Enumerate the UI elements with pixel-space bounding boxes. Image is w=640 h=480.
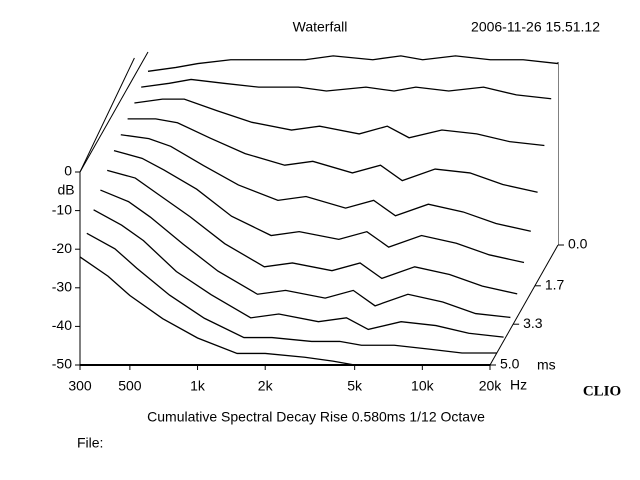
y-tick-label: -40 xyxy=(52,317,72,333)
x-tick-label: 10k xyxy=(411,378,435,394)
x-tick-label: 5k xyxy=(347,378,363,394)
x-unit: Hz xyxy=(510,377,527,393)
y-tick-label: -30 xyxy=(52,279,72,295)
y-axis-label: dB xyxy=(57,182,74,198)
y-tick-label: 0 xyxy=(64,163,72,179)
x-tick-label: 2k xyxy=(258,378,274,394)
decay-curve xyxy=(147,55,559,72)
decay-curve xyxy=(141,78,552,100)
t-unit: ms xyxy=(537,357,556,373)
decay-curve xyxy=(93,209,504,338)
file-label: File: xyxy=(77,435,103,451)
decay-curve xyxy=(86,232,497,354)
t-tick-label: 0.0 xyxy=(568,236,588,252)
frame xyxy=(79,51,149,173)
decay-curve xyxy=(134,98,545,147)
t-tick-label: 5.0 xyxy=(500,356,520,372)
subtitle: Cumulative Spectral Decay Rise 0.580ms 1… xyxy=(147,409,485,425)
decay-curve xyxy=(107,169,518,295)
left-edge xyxy=(79,57,135,173)
x-tick-label: 300 xyxy=(68,378,92,394)
decay-curve xyxy=(113,149,525,264)
t-axis xyxy=(489,244,559,366)
slice-fill xyxy=(93,209,504,341)
x-tick-label: 1k xyxy=(190,378,206,394)
decay-curve xyxy=(120,134,531,232)
decay-curve xyxy=(127,118,538,193)
x-tick-label: 20k xyxy=(479,378,503,394)
y-tick-label: -10 xyxy=(52,201,72,217)
t-tick-label: 3.3 xyxy=(523,315,543,331)
decay-curve xyxy=(100,189,511,319)
slice-fill xyxy=(80,256,490,365)
x-tick-label: 500 xyxy=(118,378,142,394)
slice-fill xyxy=(86,233,497,353)
timestamp: 2006-11-26 15.51.12 xyxy=(471,19,600,35)
chart-title: Waterfall xyxy=(293,19,348,35)
y-tick-label: -50 xyxy=(52,356,72,372)
t-tick-label: 1.7 xyxy=(545,277,565,293)
y-tick-label: -20 xyxy=(52,240,72,256)
brand: CLIO xyxy=(583,383,621,399)
